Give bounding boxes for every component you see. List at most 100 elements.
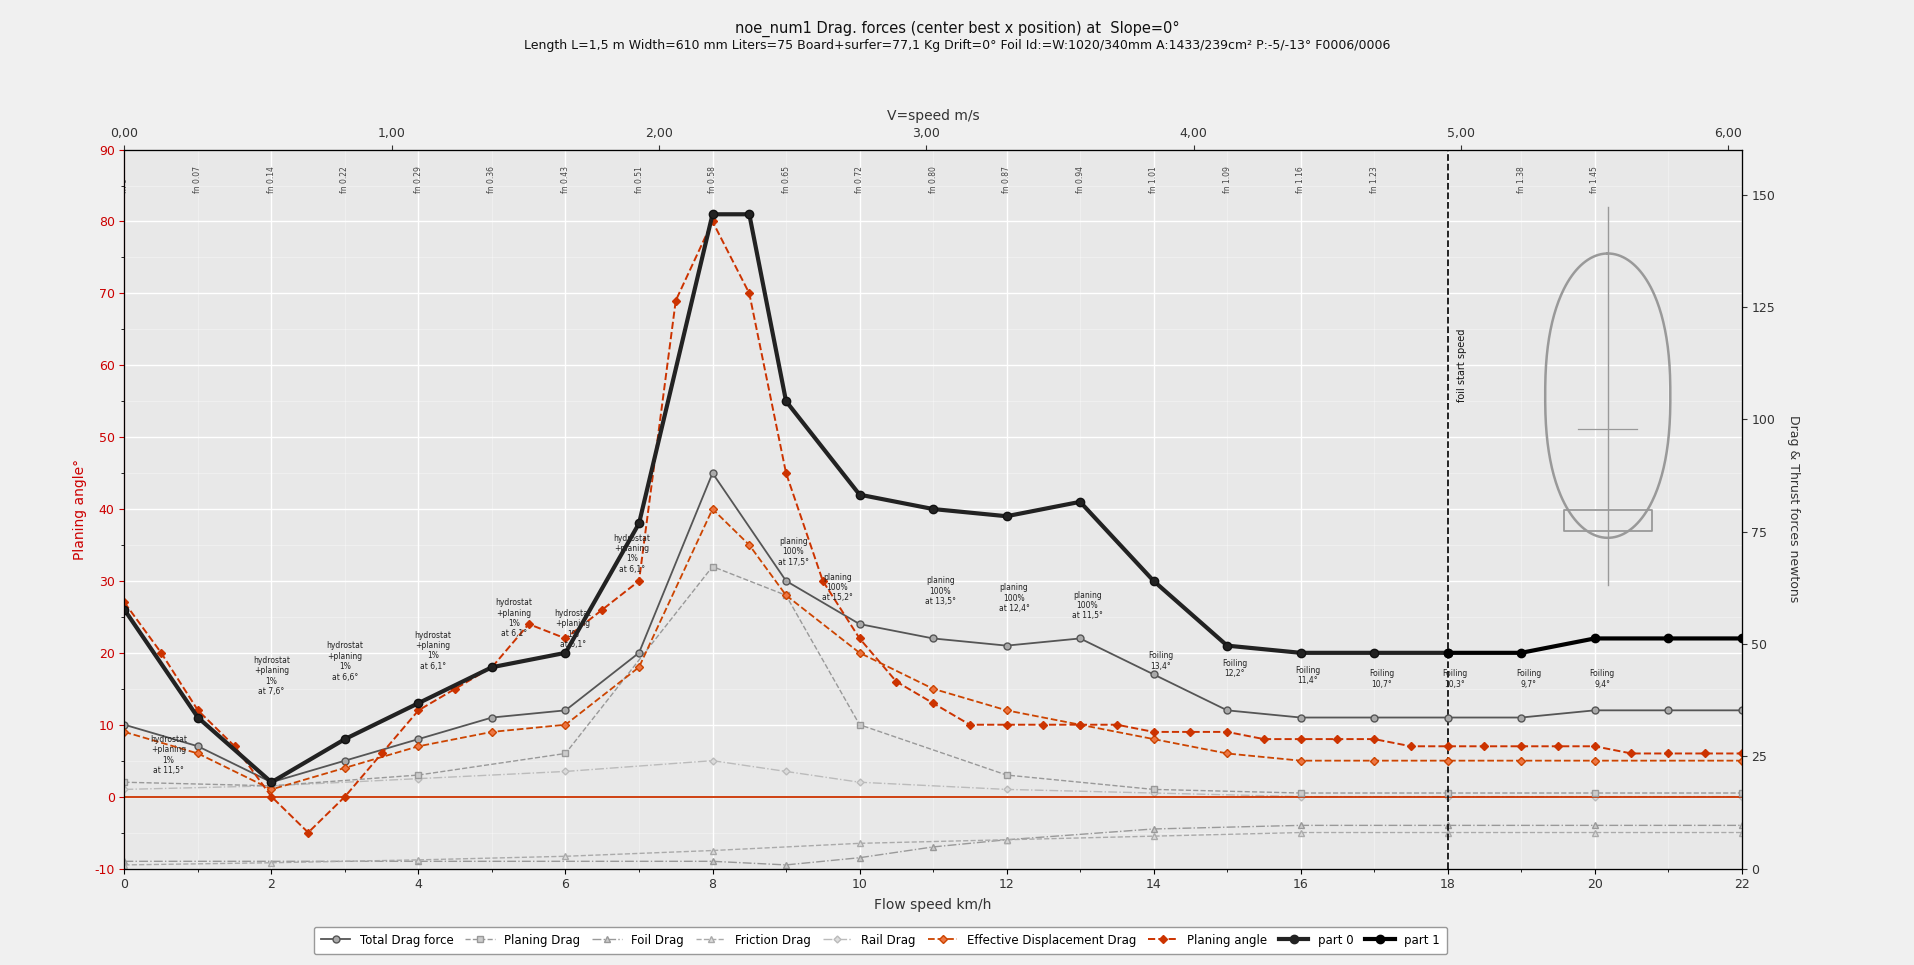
Rail Drag <box>260 780 283 791</box>
Line: Foil Drag: Foil Drag <box>122 822 1744 868</box>
Total Drag force <box>553 704 576 716</box>
Effective Displacement Drag <box>775 590 798 601</box>
Planing Drag <box>995 769 1018 781</box>
part 0 <box>333 733 356 745</box>
part 0 <box>995 510 1018 522</box>
Planing angle <box>1143 726 1166 737</box>
part 0 <box>775 396 798 407</box>
Text: hydrostat
+planing
1%
at 7,6°: hydrostat +planing 1% at 7,6° <box>253 656 289 696</box>
part 0 <box>1068 496 1091 508</box>
Planing angle <box>333 791 356 803</box>
Effective Displacement Drag <box>1068 719 1091 731</box>
Planing angle <box>812 575 835 587</box>
part 1 <box>1658 633 1680 645</box>
Friction Drag <box>995 834 1018 845</box>
Friction Drag <box>1436 827 1458 839</box>
Text: hydrostat
+planing
1%
at 6,1°: hydrostat +planing 1% at 6,1° <box>415 630 452 671</box>
Planing Drag <box>408 769 431 781</box>
Foil Drag <box>1143 823 1166 835</box>
Effective Displacement Drag <box>1583 755 1606 766</box>
Planing angle <box>995 719 1018 731</box>
Y-axis label: Drag & Thrust forces newtons: Drag & Thrust forces newtons <box>1788 415 1801 603</box>
Planing Drag <box>1583 787 1606 799</box>
Line: Planing angle: Planing angle <box>121 218 1746 836</box>
X-axis label: V=speed m/s: V=speed m/s <box>886 109 980 123</box>
Rail Drag <box>553 765 576 777</box>
Foil Drag <box>1730 819 1753 831</box>
Text: fn 1.45: fn 1.45 <box>1591 166 1600 193</box>
Effective Displacement Drag <box>701 504 723 515</box>
Planing angle <box>297 827 320 839</box>
Planing angle <box>1252 733 1275 745</box>
Planing angle <box>959 719 982 731</box>
Planing Drag <box>775 590 798 601</box>
Text: Foiling
12,2°: Foiling 12,2° <box>1221 658 1248 678</box>
part 0 <box>553 648 576 659</box>
Total Drag force <box>186 740 209 752</box>
part 0 <box>480 661 503 673</box>
Text: fn 0.14: fn 0.14 <box>266 166 276 193</box>
Text: planing
100%
at 17,5°: planing 100% at 17,5° <box>777 537 810 566</box>
Text: fn 0.80: fn 0.80 <box>928 166 938 193</box>
Effective Displacement Drag <box>553 719 576 731</box>
Foil Drag <box>775 859 798 870</box>
Text: hydrostat
+planing
1%
at 6,1°: hydrostat +planing 1% at 6,1° <box>496 598 532 639</box>
Effective Displacement Drag <box>260 784 283 795</box>
Legend: Total Drag force, Planing Drag, Foil Drag, Friction Drag, Rail Drag, Effective D: Total Drag force, Planing Drag, Foil Dra… <box>314 927 1447 954</box>
Effective Displacement Drag <box>1510 755 1533 766</box>
Planing angle <box>1179 726 1202 737</box>
Total Drag force <box>995 640 1018 651</box>
X-axis label: Flow speed km/h: Flow speed km/h <box>875 898 991 912</box>
Text: Foiling
10,3°: Foiling 10,3° <box>1443 670 1468 689</box>
Foil Drag <box>848 852 871 864</box>
Text: fn 0.07: fn 0.07 <box>193 166 203 193</box>
Text: fn 0.94: fn 0.94 <box>1076 166 1085 193</box>
Planing angle <box>408 704 431 716</box>
part 0 <box>186 712 209 724</box>
Effective Displacement Drag <box>628 661 651 673</box>
Rail Drag <box>1730 791 1753 803</box>
Planing angle <box>1583 740 1606 752</box>
Planing angle <box>1619 748 1642 759</box>
Planing angle <box>260 791 283 803</box>
Text: noe_num1 Drag. forces (center best x position) at  Slope=0°: noe_num1 Drag. forces (center best x pos… <box>735 21 1179 38</box>
Total Drag force <box>1510 712 1533 724</box>
Text: hydrostat
+planing
1%
at 6,1°: hydrostat +planing 1% at 6,1° <box>555 609 591 649</box>
Line: part 1: part 1 <box>1443 634 1746 657</box>
part 0 <box>1436 648 1458 659</box>
Total Drag force <box>1730 704 1753 716</box>
Text: fn 1.23: fn 1.23 <box>1370 166 1378 193</box>
Total Drag force <box>113 719 136 731</box>
Planing Drag <box>553 748 576 759</box>
Line: Rail Drag: Rail Drag <box>122 758 1744 799</box>
Effective Displacement Drag <box>186 748 209 759</box>
Total Drag force <box>260 777 283 788</box>
Friction Drag <box>553 850 576 862</box>
part 0 <box>848 489 871 501</box>
Planing angle <box>480 661 503 673</box>
Text: foil start speed: foil start speed <box>1457 328 1466 402</box>
part 0 <box>701 208 723 220</box>
Planing Drag <box>113 777 136 788</box>
Rail Drag <box>408 773 431 785</box>
part 0 <box>1215 640 1238 651</box>
Total Drag force <box>1215 704 1238 716</box>
Planing angle <box>186 704 209 716</box>
Text: Foiling
11,4°: Foiling 11,4° <box>1296 666 1321 685</box>
Planing angle <box>369 748 392 759</box>
Planing angle <box>1032 719 1055 731</box>
Text: hydrostat
+planing
1%
at 6,1°: hydrostat +planing 1% at 6,1° <box>612 534 651 574</box>
Friction Drag <box>701 844 723 856</box>
Text: fn 0.43: fn 0.43 <box>561 166 570 193</box>
Planing angle <box>923 698 946 709</box>
Effective Displacement Drag <box>480 726 503 737</box>
Total Drag force <box>628 648 651 659</box>
Planing angle <box>1215 726 1238 737</box>
Text: hydrostat
+planing
1%
at 6,6°: hydrostat +planing 1% at 6,6° <box>327 642 364 681</box>
Rail Drag <box>775 765 798 777</box>
Effective Displacement Drag <box>1143 733 1166 745</box>
Rail Drag <box>1583 791 1606 803</box>
Effective Displacement Drag <box>1730 755 1753 766</box>
Planing angle <box>1694 748 1717 759</box>
Text: fn 0.22: fn 0.22 <box>341 166 350 193</box>
